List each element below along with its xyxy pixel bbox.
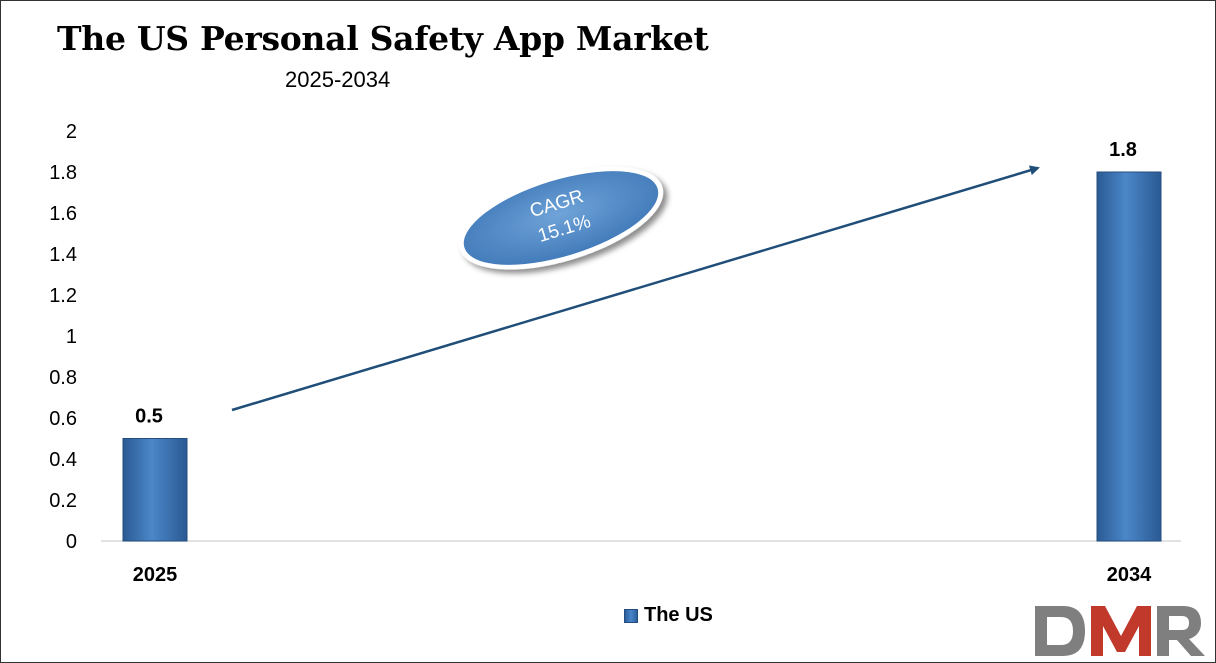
data-label: 1.8: [1109, 139, 1137, 161]
x-axis: 2025 2034: [101, 540, 1181, 586]
legend-label: The US: [644, 604, 713, 626]
bars: [122, 171, 1162, 542]
legend: The US: [624, 604, 713, 627]
x-tick-label: 2034: [1107, 564, 1152, 586]
cagr-badge: CAGR 15.1%: [458, 166, 664, 270]
y-tick-label: 1: [66, 326, 77, 348]
y-tick-label: 0.6: [49, 408, 77, 430]
y-tick-label: 0: [66, 531, 77, 553]
data-label: 0.5: [135, 406, 163, 428]
y-tick-label: 0.8: [49, 367, 77, 389]
data-labels: 0.5 1.8: [135, 139, 1137, 428]
cagr-arrow: [231, 165, 1040, 412]
y-tick-label: 0.4: [49, 449, 77, 471]
y-tick-label: 2: [66, 121, 77, 143]
x-tick-label: 2025: [133, 564, 178, 586]
y-axis: 0 0.2 0.4 0.6 0.8 1 1.2 1.4 1.6 1.8 2: [49, 121, 77, 553]
bar-2034: [1096, 171, 1162, 542]
chart-subtitle: 2025-2034: [285, 67, 391, 92]
y-tick-label: 1.6: [49, 203, 77, 225]
legend-swatch: [624, 608, 638, 623]
y-tick-label: 1.4: [49, 244, 77, 266]
y-tick-label: 1.8: [49, 162, 77, 184]
chart-title: The US Personal Safety App Market: [57, 19, 709, 58]
y-tick-label: 0.2: [49, 490, 77, 512]
y-tick-label: 1.2: [49, 285, 77, 307]
dmr-logo: [1035, 606, 1205, 656]
bar-2025: [122, 438, 188, 542]
